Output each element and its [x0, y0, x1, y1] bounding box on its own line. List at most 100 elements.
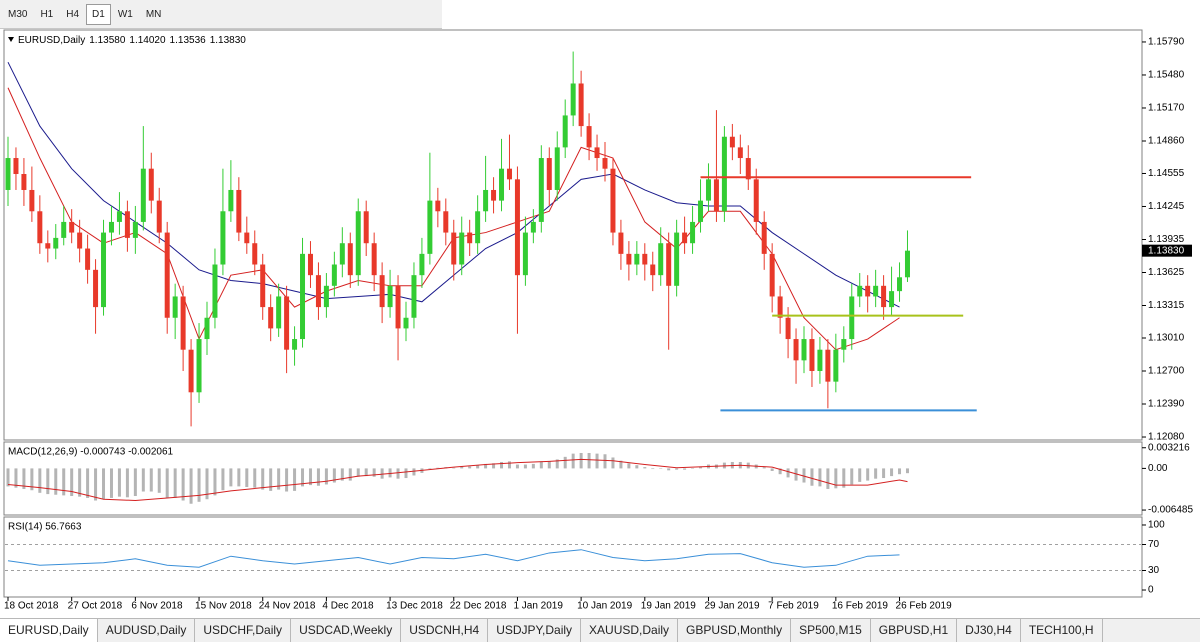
chart-tab[interactable]: DJ30,H4 [957, 619, 1021, 642]
chart-tab[interactable]: GBPUSD,H1 [871, 619, 958, 642]
candle-body [69, 221, 75, 233]
candle-body [761, 221, 767, 254]
y-tick-label: 1.12390 [1148, 399, 1185, 410]
candle-body [443, 211, 449, 233]
x-tick-label: 24 Nov 2018 [259, 601, 316, 612]
macd-bar [205, 468, 209, 500]
macd-bar [253, 468, 257, 488]
macd-bar [476, 465, 480, 469]
candle-body [116, 211, 122, 222]
candle-body [180, 296, 186, 350]
macd-bar [699, 466, 703, 469]
y-tick-label: 1.15790 [1148, 37, 1185, 48]
candle-body [865, 285, 871, 297]
signal-line [7, 458, 908, 502]
candle-body [13, 158, 19, 175]
candle-body [554, 147, 560, 190]
candle-body [77, 232, 83, 249]
chart-tab[interactable]: USDCAD,Weekly [291, 619, 402, 642]
macd-bar [102, 468, 106, 500]
macd-bar [213, 468, 217, 496]
candle-body [562, 115, 568, 148]
candle-body [411, 275, 417, 318]
macd-bar [173, 468, 177, 498]
candle-body [538, 158, 544, 222]
y-tick-label: 0.00 [1148, 463, 1168, 474]
candle-body [212, 264, 218, 318]
macd-bar [412, 468, 416, 476]
candle-body [355, 211, 361, 276]
candle-body [578, 83, 584, 127]
candle-body [769, 253, 775, 297]
macd-bar [882, 468, 886, 479]
candle-body [801, 339, 807, 361]
candle-body [881, 285, 887, 308]
timeframe-button[interactable]: D1 [86, 3, 111, 25]
candle-body [403, 317, 409, 329]
macd-bar [308, 468, 312, 486]
y-tick-label: 1.13010 [1148, 333, 1185, 344]
candle-body [427, 200, 433, 254]
timeframe-button[interactable]: H1 [40, 8, 54, 20]
macd-bar [125, 468, 129, 498]
y-tick-label: 1.13935 [1148, 234, 1185, 245]
chart-tab[interactable]: TECH100,H [1021, 619, 1103, 642]
candle-body [140, 168, 146, 222]
timeframe-button[interactable]: W1 [117, 8, 133, 20]
candle-body [833, 349, 839, 382]
x-tick-label: 7 Feb 2019 [768, 601, 819, 612]
macd-bar [348, 468, 352, 481]
chart-tab[interactable]: USDCNH,H4 [401, 619, 489, 642]
macd-bar [810, 468, 814, 486]
candle-body [379, 275, 385, 308]
candle-body [172, 296, 178, 318]
y-tick-label: 1.12700 [1148, 366, 1185, 377]
chart-tab[interactable]: EURUSD,Daily [0, 619, 98, 642]
chart-tab[interactable]: USDCHF,Daily [195, 619, 292, 642]
chart-tab[interactable]: SP500,M15 [791, 619, 871, 642]
candle-body [729, 136, 735, 148]
chart-tab[interactable]: USDJPY,Daily [488, 619, 582, 642]
candle-body [307, 253, 313, 276]
macd-bar [332, 468, 336, 483]
macd-bar [62, 468, 66, 496]
candle-body [164, 232, 170, 318]
candle-body [220, 211, 226, 265]
chart-tab[interactable]: GBPUSD,Monthly [678, 619, 792, 642]
candle-body [713, 179, 719, 212]
macd-bar [492, 463, 496, 469]
candle-body [841, 339, 847, 350]
macd-bar [157, 468, 161, 493]
timeframe-button[interactable]: MN [145, 8, 162, 20]
timeframe-button[interactable]: H4 [66, 8, 80, 20]
candle-body [626, 253, 632, 265]
chart-tab[interactable]: XAUUSD,Daily [581, 619, 679, 642]
candle-body [737, 147, 743, 159]
candle-body [666, 243, 672, 286]
candle-body [435, 200, 441, 212]
x-tick-label: 10 Jan 2019 [577, 601, 632, 612]
candle-body [260, 264, 266, 308]
candle-body [857, 285, 863, 297]
y-tick-label: 1.15480 [1148, 70, 1185, 81]
chart-tabs: EURUSD,Daily AUDUSD,Daily USDCHF,Daily USDC… [0, 618, 1200, 642]
macd-bar [826, 468, 830, 489]
macd-bar [372, 468, 376, 477]
macd-bar [539, 461, 543, 469]
macd-bar [70, 468, 74, 497]
chart-tab[interactable]: AUDUSD,Daily [98, 619, 196, 642]
macd-bar [691, 468, 695, 469]
candle-body [506, 168, 512, 180]
macd-bar [324, 468, 328, 485]
timeframe-button[interactable]: M30 [8, 8, 28, 20]
y-tick-label: 1.12080 [1148, 432, 1185, 443]
candle-body [45, 243, 51, 249]
macd-bar [269, 468, 273, 491]
x-tick-label: 13 Dec 2018 [386, 601, 443, 612]
x-tick-label: 1 Jan 2019 [513, 601, 563, 612]
candle-body [650, 264, 656, 276]
macd-bar [786, 468, 790, 478]
x-tick-label: 22 Dec 2018 [450, 601, 507, 612]
header-item: 1.14020 [129, 35, 166, 46]
